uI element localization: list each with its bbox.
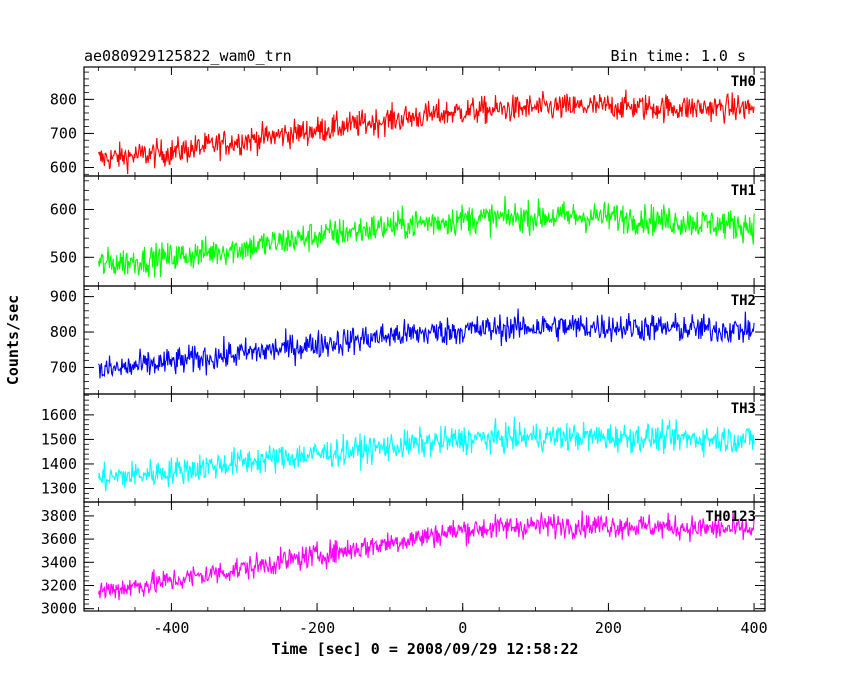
y-tick-label: 3400 <box>41 553 77 571</box>
y-axis-title: Counts/sec <box>4 295 22 385</box>
panel-frame <box>83 66 766 177</box>
panel-label-th3: TH3 <box>731 401 756 417</box>
y-tick-label: 1400 <box>41 455 77 473</box>
x-axis: -400 -200 0 200 400 <box>153 619 767 637</box>
panel-frame <box>83 175 766 287</box>
x-tick-label: -200 <box>299 619 335 637</box>
series-line-th3 <box>98 416 755 492</box>
series-line-th2 <box>98 308 755 379</box>
y-tick-label: 3800 <box>41 507 77 525</box>
panel-th0: 600 700 800 TH0 <box>50 66 766 177</box>
y-tick-label: 700 <box>50 124 77 142</box>
panel-th2: 700 800 900 TH2 <box>50 285 766 395</box>
y-tick-label: 1500 <box>41 430 77 448</box>
y-tick-label: 1600 <box>41 406 77 424</box>
panel-label-th1: TH1 <box>731 183 756 199</box>
series-line-th0123 <box>98 510 755 601</box>
y-tick-label: 1300 <box>41 480 77 498</box>
x-axis-title: Time [sec] 0 = 2008/09/29 12:58:22 <box>271 640 578 658</box>
chart-title: ae080929125822_wam0_trn <box>84 47 292 65</box>
y-tick-label: 700 <box>50 358 77 376</box>
y-tick-label: 600 <box>50 200 77 218</box>
y-tick-label: 3000 <box>41 600 77 618</box>
x-tick-label: 200 <box>595 619 622 637</box>
panel-th0123: 3000 3200 3400 3600 3800 TH0123 <box>41 501 766 618</box>
panel-th1: 500 600 TH1 <box>50 175 766 287</box>
panels-group: 600 700 800 TH0 500 600 TH1 700 800 900 TH2 1300 140… <box>41 66 766 618</box>
y-tick-label: 500 <box>50 248 77 266</box>
y-tick-label: 3200 <box>41 576 77 594</box>
bin-time-label: Bin time: 1.0 s <box>611 47 746 65</box>
panel-frame <box>83 501 766 612</box>
x-tick-label: 400 <box>741 619 768 637</box>
series-line-th1 <box>98 195 755 278</box>
panel-th3: 1300 1400 1500 1600 TH3 <box>41 393 766 503</box>
series-line-th0 <box>98 89 755 175</box>
y-tick-label: 800 <box>50 323 77 341</box>
y-tick-label: 600 <box>50 158 77 176</box>
x-tick-label: -400 <box>153 619 189 637</box>
panel-label-th2: TH2 <box>731 293 756 309</box>
y-tick-label: 3600 <box>41 530 77 548</box>
panel-label-th0: TH0 <box>731 74 756 90</box>
y-tick-label: 900 <box>50 288 77 306</box>
x-tick-label: 0 <box>458 619 467 637</box>
y-tick-label: 800 <box>50 90 77 108</box>
panel-label-th0123: TH0123 <box>705 509 756 525</box>
